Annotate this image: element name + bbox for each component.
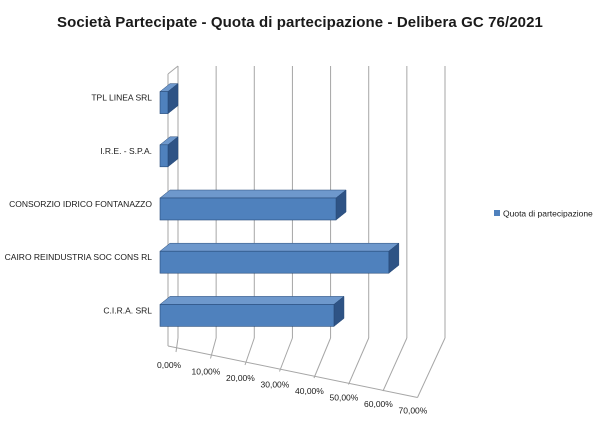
floor-gridline — [313, 337, 332, 379]
bar — [159, 144, 169, 168]
floor-gridline — [382, 337, 408, 392]
floor-gridline — [417, 337, 446, 398]
y-tick-label: I.R.E. - S.P.A. — [100, 146, 152, 156]
x-tick-label: 20,00% — [226, 373, 255, 383]
bar — [159, 91, 169, 114]
x-tick-label: 30,00% — [261, 380, 290, 390]
x-tick-label: 0,00% — [157, 360, 182, 370]
bar-top — [159, 189, 347, 199]
floor-front-edge — [167, 345, 418, 398]
bar-top — [159, 242, 400, 252]
legend-label: Quota di partecipazione — [503, 209, 593, 219]
y-tick-label: C.I.R.A. SRL — [103, 305, 152, 315]
floor-gridline — [244, 337, 255, 366]
bar — [159, 304, 335, 327]
x-tick-label: 60,00% — [364, 399, 393, 409]
bar — [159, 197, 337, 221]
x-tick-label: 50,00% — [330, 393, 359, 403]
y-tick-label: CONSORZIO IDRICO FONTANAZZO — [9, 199, 152, 209]
bar-top — [159, 296, 345, 305]
floor-gridline — [175, 337, 179, 353]
floor-gridline — [348, 337, 370, 385]
x-tick-label: 40,00% — [295, 386, 324, 396]
legend-swatch — [494, 210, 500, 216]
chart-title: Società Partecipate - Quota di partecipa… — [56, 14, 544, 31]
floor-gridline — [279, 337, 293, 372]
x-tick-label: 10,00% — [192, 367, 221, 377]
bar — [159, 250, 390, 274]
x-tick-label: 70,00% — [399, 406, 428, 416]
y-tick-label: TPL LINEA SRL — [91, 93, 152, 103]
left-wall-top-edge — [167, 65, 179, 75]
y-tick-label: CAIRO REINDUSTRIA SOC CONS RL — [5, 252, 153, 262]
